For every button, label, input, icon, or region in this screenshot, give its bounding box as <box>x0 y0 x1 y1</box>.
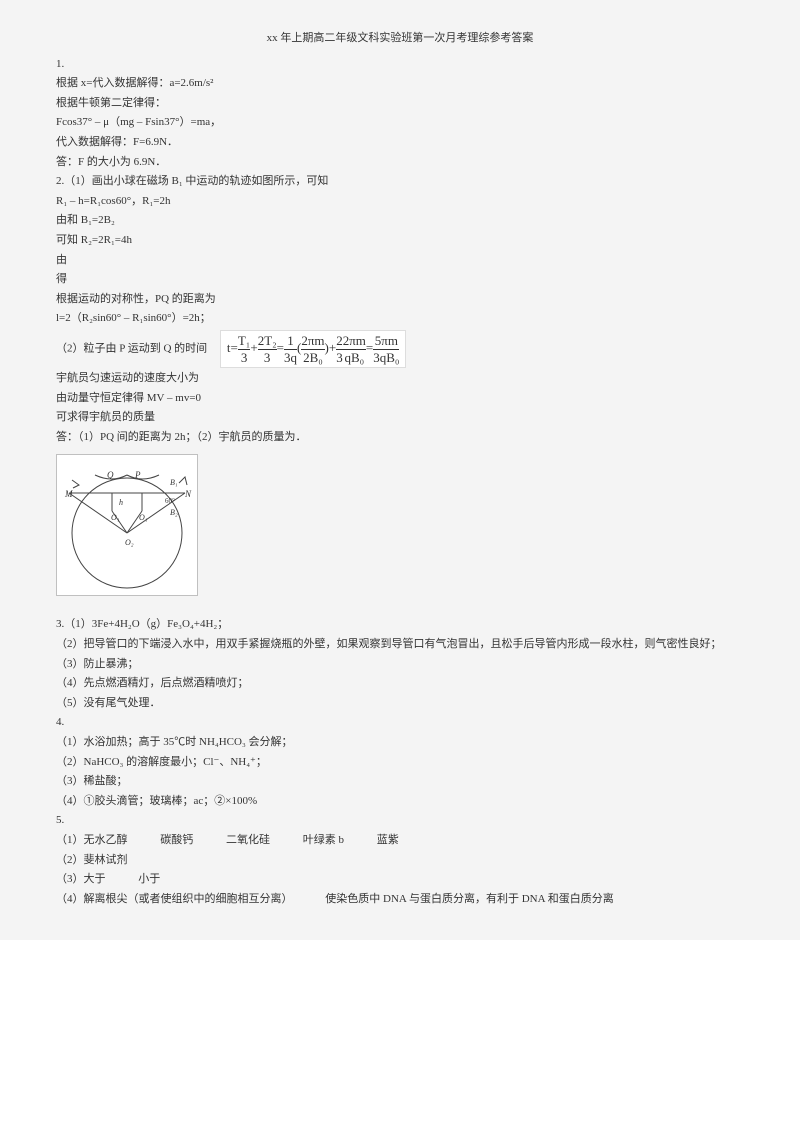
q3-line3: （3）防止暴沸； <box>56 656 744 674</box>
q1-line2: 根据牛顿第二定律得： <box>56 95 744 113</box>
q5-l2b: 碳酸钙 <box>160 834 193 846</box>
q2-line6: 得 <box>56 271 744 289</box>
q4-line1: 4. <box>56 714 744 732</box>
q5-line2: （1）无水乙醇 碳酸钙 二氧化硅 叶绿素 b 蓝紫 <box>56 832 744 850</box>
q5-l2e: 蓝紫 <box>377 834 399 846</box>
q2-line11: 由动量守恒定律得 MV – mv=0 <box>56 390 744 408</box>
answer-key-page: xx 年上期高二年级文科实验班第一次月考理综参考答案 1. 根据 x=代入数据解… <box>0 0 800 940</box>
q1-line4: 代入数据解得：F=6.9N． <box>56 134 744 152</box>
q2-line9: （2）粒子由 P 运动到 Q 的时间 <box>56 343 207 355</box>
q2-line3: 由和 B₁=2B₂ <box>56 212 744 230</box>
q3-line5: （5）没有尾气处理． <box>56 695 744 713</box>
svg-text:O₂: O₂ <box>125 538 134 547</box>
q2-line7: 根据运动的对称性，PQ 的距离为 <box>56 291 744 309</box>
svg-text:Q: Q <box>107 470 114 480</box>
q1-line5: 答：F 的大小为 6.9N． <box>56 154 744 172</box>
svg-text:M: M <box>64 489 73 499</box>
q5-line4: （3）大于 小于 <box>56 871 744 889</box>
q2-line5: 由 <box>56 252 744 270</box>
trajectory-diagram: M N Q P h O₁ O₁ O₂ B₁ B₂ 60° <box>56 454 198 596</box>
q2-line12: 可求得宇航员的质量 <box>56 409 744 427</box>
svg-text:60°: 60° <box>165 497 175 505</box>
q3-line1: 3.（1）3Fe+4H₂O（g）Fe₃O₄+4H₂； <box>56 616 744 634</box>
q2-line4: 可知 R₂=2R₁=4h <box>56 232 744 250</box>
q1-line1: 根据 x=代入数据解得：a=2.6m/s² <box>56 75 744 93</box>
q4-line3: （2）NaHCO₃ 的溶解度最小；Cl⁻、NH₄⁺； <box>56 754 744 772</box>
q5-l4a: （3）大于 <box>56 873 106 885</box>
q2-line13: 答：（1）PQ 间的距离为 2h；（2）宇航员的质量为． <box>56 429 744 447</box>
q4-line2: （1）水浴加热；高于 35℃时 NH₄HCO₃ 会分解； <box>56 734 744 752</box>
arrow-n <box>179 477 187 485</box>
q4-line4: （3）稀盐酸； <box>56 773 744 791</box>
svg-text:O₁: O₁ <box>111 513 120 522</box>
svg-text:O₁: O₁ <box>139 513 148 522</box>
svg-text:B₂: B₂ <box>170 508 178 517</box>
svg-text:B₁: B₁ <box>170 478 178 487</box>
page-title: xx 年上期高二年级文科实验班第一次月考理综参考答案 <box>56 30 744 48</box>
svg-text:h: h <box>119 498 123 507</box>
svg-text:N: N <box>184 489 192 499</box>
arrow-m <box>72 480 79 488</box>
q2-line8: l=2（R₂sin60° – R₁sin60°）=2h； <box>56 310 744 328</box>
q5-l4b: 小于 <box>138 873 160 885</box>
q2-line9-wrap: （2）粒子由 P 运动到 Q 的时间 t=T₁3+2T₂3=13q(2πm2B₀… <box>56 330 744 368</box>
q5-line3: （2）斐林试剂 <box>56 852 744 870</box>
time-formula: t=T₁3+2T₂3=13q(2πm2B₀)+232πmqB₀=5πm3qB₀ <box>220 330 407 368</box>
q1-line3: Fcos37° – μ（mg – Fsin37°）=ma， <box>56 114 744 132</box>
q2-line2: R₁ – h=R₁cos60°，R₁=2h <box>56 193 744 211</box>
q3-line4: （4）先点燃酒精灯，后点燃酒精喷灯； <box>56 675 744 693</box>
q5-l2c: 二氧化硅 <box>226 834 270 846</box>
q5-line5: （4）解离根尖（或者使组织中的细胞相互分离） 使染色质中 DNA 与蛋白质分离，… <box>56 891 744 909</box>
q1-number: 1. <box>56 56 744 74</box>
q2-line1: 2.（1）画出小球在磁场 B₁ 中运动的轨迹如图所示，可知 <box>56 173 744 191</box>
q5-l5a: （4）解离根尖（或者使组织中的细胞相互分离） <box>56 893 293 905</box>
q5-line1: 5. <box>56 812 744 830</box>
q5-l2d: 叶绿素 b <box>303 834 344 846</box>
q5-l2a: （1）无水乙醇 <box>56 834 128 846</box>
q3-line2: （2）把导管口的下端浸入水中，用双手紧握烧瓶的外壁，如果观察到导管口有气泡冒出，… <box>56 636 744 654</box>
circle-diagram-svg: M N Q P h O₁ O₁ O₂ B₁ B₂ 60° <box>57 455 197 595</box>
q4-line5: （4）①胶头滴管；玻璃棒；ac；②×100% <box>56 793 744 811</box>
svg-text:P: P <box>134 470 141 480</box>
q2-line10: 宇航员匀速运动的速度大小为 <box>56 370 744 388</box>
q5-l5b: 使染色质中 DNA 与蛋白质分离，有利于 DNA 和蛋白质分离 <box>325 893 613 905</box>
